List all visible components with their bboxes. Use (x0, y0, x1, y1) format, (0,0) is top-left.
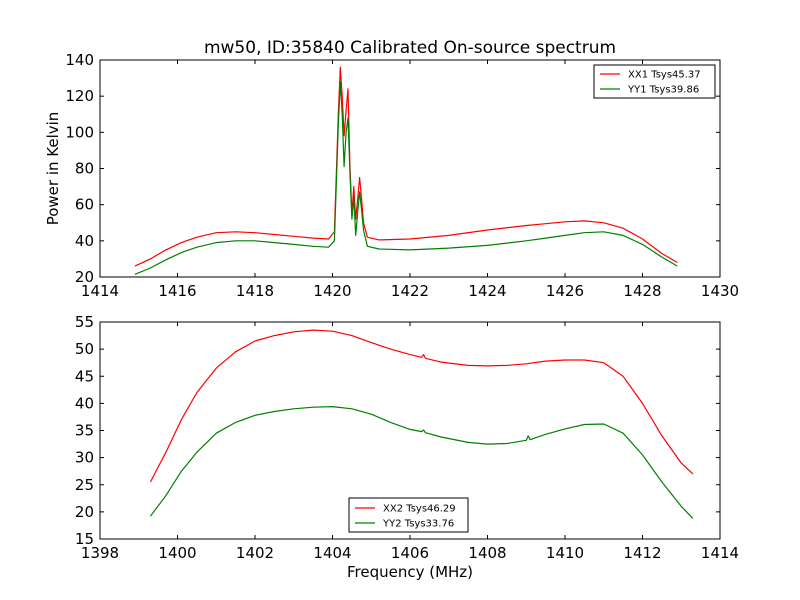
bottom-x-tick-label: 1398 (81, 544, 119, 562)
top-y-tick-label: 60 (75, 196, 94, 214)
bottom-legend-box (348, 497, 469, 533)
bottom-plot-series (149, 329, 694, 519)
top-x-tick-label: 1414 (81, 282, 119, 300)
bottom-y-tick-label: 30 (75, 449, 94, 467)
top-series-line-1 (134, 81, 678, 275)
bottom-y-tick-label: 20 (75, 503, 94, 521)
top-legend-label-yy1: YY1 Tsys39.86 (627, 85, 699, 96)
bottom-y-tick-label: 50 (75, 340, 94, 358)
bottom-plot: 1398 1400 1402 1404 1406 1408 1410 1412 1414 15 20… (75, 313, 739, 562)
bottom-x-tick-label: 1400 (158, 544, 196, 562)
top-x-tick-label: 1416 (158, 282, 196, 300)
bottom-series-line-0 (149, 329, 694, 483)
top-x-tick-label: 1430 (701, 282, 739, 300)
bottom-legend-label-xx2: XX2 Tsys46.29 (383, 504, 456, 515)
top-y-tick-label: 140 (65, 51, 94, 69)
bottom-x-tick-label: 1404 (313, 544, 351, 562)
top-x-tick-label: 1422 (391, 282, 429, 300)
top-plot-ylabel: Power in Kelvin (44, 112, 62, 226)
bottom-y-tick-label: 40 (75, 394, 94, 412)
top-x-tick-label: 1424 (468, 282, 506, 300)
bottom-x-tick-label: 1412 (623, 544, 661, 562)
figure-title: mw50, ID:35840 Calibrated On-source spec… (204, 38, 616, 58)
bottom-y-tick-label: 35 (75, 422, 94, 440)
top-plot-series (134, 66, 678, 275)
bottom-legend: XX2 Tsys46.29 YY2 Tsys33.76 (348, 497, 469, 533)
top-plot: 1414 1416 1418 1420 1422 1424 1426 1428 1430 20 40… (44, 51, 739, 300)
bottom-series-line-1 (149, 406, 694, 519)
top-y-tick-label: 80 (75, 160, 94, 178)
bottom-legend-label-yy2: YY2 Tsys33.76 (382, 519, 454, 530)
top-y-tick-label: 40 (75, 232, 94, 250)
top-legend-label-xx1: XX1 Tsys45.37 (628, 70, 701, 81)
top-x-tick-label: 1418 (236, 282, 274, 300)
top-x-tick-label: 1420 (313, 282, 351, 300)
bottom-x-tick-label: 1414 (701, 544, 739, 562)
top-x-tick-label: 1428 (623, 282, 661, 300)
top-y-tick-label: 20 (75, 268, 94, 286)
top-plot-ticks: 1414 1416 1418 1420 1422 1424 1426 1428 1430 20 40… (65, 51, 739, 300)
bottom-y-tick-label: 55 (75, 313, 94, 331)
bottom-x-tick-label: 1410 (546, 544, 584, 562)
x-axis-label: Frequency (MHz) (347, 563, 473, 581)
bottom-x-tick-label: 1402 (236, 544, 274, 562)
top-y-tick-label: 120 (65, 87, 94, 105)
bottom-x-tick-label: 1408 (468, 544, 506, 562)
top-legend-box (593, 64, 716, 99)
bottom-plot-ticks: 1398 1400 1402 1404 1406 1408 1410 1412 1414 15 20… (75, 313, 739, 562)
bottom-y-tick-label: 15 (75, 530, 94, 548)
bottom-x-tick-label: 1406 (391, 544, 429, 562)
bottom-y-tick-label: 25 (75, 476, 94, 494)
top-x-tick-label: 1426 (546, 282, 584, 300)
top-legend: XX1 Tsys45.37 YY1 Tsys39.86 (593, 64, 716, 99)
top-y-tick-label: 100 (65, 123, 94, 141)
bottom-y-tick-label: 45 (75, 367, 94, 385)
